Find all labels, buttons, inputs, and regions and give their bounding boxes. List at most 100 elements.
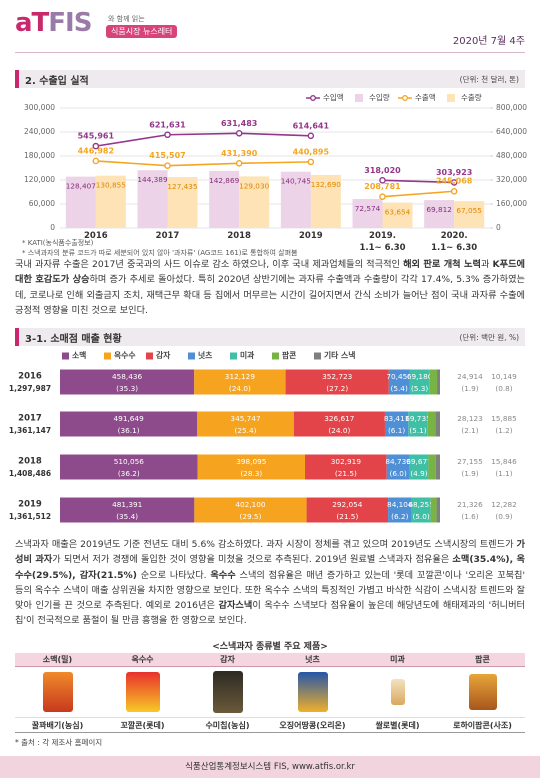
table-header: 옥수수: [100, 653, 185, 667]
paragraph: 스낵과자 매출은 2019년도 기준 전년도 대비 5.6% 감소하였다. 과자…: [15, 537, 525, 629]
y-tick-label: 0: [50, 223, 55, 232]
segment-value-label: 68,255: [408, 500, 434, 509]
legend-label: 미과: [240, 350, 255, 360]
product-name: 꼬깔콘(롯데): [100, 717, 185, 733]
row-label: 2018: [18, 457, 42, 467]
legend-marker: [310, 95, 316, 101]
bar-value-label: 144,389: [137, 175, 168, 184]
segment-value-label: 27,155: [457, 457, 483, 466]
bar: [352, 198, 383, 228]
segment-value-label: 458,436: [112, 372, 143, 381]
divider: [15, 52, 525, 53]
bar-value-label: 67,055: [456, 206, 482, 215]
legend-label: 수입액: [323, 92, 344, 102]
line-value-label: 245,068: [436, 177, 473, 186]
bar-value-label: 127,435: [167, 182, 197, 191]
x-tick-label: 2019: [298, 231, 323, 241]
line-marker: [164, 162, 171, 169]
legend-label: 팝콘: [282, 350, 296, 360]
product-table: 소맥(밀) 옥수수 감자 넛츠 미과 팝콘 꿀꽈배기(농심) 꼬깔콘(롯데) 수…: [15, 653, 525, 733]
row-total: 1,361,512: [9, 512, 51, 521]
legend-label: 기타 스낵: [324, 350, 355, 360]
bar-segment: [60, 411, 198, 437]
segment-value-label: 70,450: [386, 372, 412, 381]
line-value-label: 303,923: [436, 168, 472, 177]
segment-share-label: (1.9): [461, 384, 478, 393]
line: [95, 132, 311, 147]
y-tick-label: 300,000: [24, 103, 55, 112]
segment-share-label: (1.2): [495, 426, 512, 435]
table-header: 팝콘: [440, 653, 525, 667]
y2-tick-label: 320,000: [496, 175, 527, 184]
text-run: 감자스낵: [218, 600, 253, 612]
line-value-label: 631,483: [221, 119, 257, 128]
bar: [137, 170, 168, 228]
x-tick-label: 2019. 1.1~ 6.30: [359, 231, 406, 253]
y2-tick-label: 160,000: [496, 199, 527, 208]
segment-share-label: (24.0): [328, 426, 350, 435]
bar: [167, 177, 198, 228]
segment-value-label: 15,846: [491, 457, 517, 466]
bar-segment: [435, 454, 441, 480]
line: [382, 179, 455, 184]
line-marker: [235, 129, 243, 137]
segment-value-label: 83,411: [384, 414, 410, 423]
text-run: K푸드에 대한 호감도가 상승: [15, 259, 525, 286]
segment-share-label: (36.2): [118, 469, 140, 478]
product-image: [125, 672, 160, 712]
section-header: 2. 수출입 실적 (단위: 천 달러, 톤): [15, 70, 525, 88]
text-run: 가성비 과자: [15, 539, 525, 566]
legend-label: 옥수수: [114, 350, 136, 360]
section-title: 2. 수출입 실적: [25, 76, 89, 87]
y2-tick-label: 0: [496, 223, 501, 232]
product-image-cell: [440, 667, 525, 718]
segment-share-label: (2.1): [461, 426, 478, 435]
issue-date: 2020년 7월 4주: [452, 36, 525, 47]
segment-share-label: (27.2): [326, 384, 348, 393]
product-image: [468, 674, 497, 710]
bar: [454, 201, 485, 228]
product-image-cell: [15, 667, 100, 718]
legend-label: 소맥: [72, 350, 86, 360]
newsletter-badge: 식품시장 뉴스레터: [106, 25, 178, 38]
line-value-label: 446,982: [78, 146, 114, 155]
bar-segment: [436, 497, 440, 523]
bar-value-label: 130,855: [96, 181, 126, 190]
line-marker: [307, 132, 315, 140]
legend-marker: [402, 95, 408, 101]
logo: aTFIS: [15, 8, 92, 38]
product-name: 오징어땅콩(오리온): [270, 717, 355, 733]
y-tick-label: 240,000: [24, 127, 55, 136]
text-run: 순으로 나타났다.: [136, 569, 211, 581]
segment-value-label: 84,739: [385, 457, 411, 466]
product-image-cell: [355, 667, 440, 718]
segment-value-label: 326,617: [324, 414, 355, 423]
bar-segment: [386, 454, 410, 480]
bar-segment: [194, 369, 286, 395]
segment-share-label: (21.5): [336, 512, 358, 521]
line-value-label: 545,961: [78, 132, 115, 141]
line-marker: [92, 157, 100, 165]
x-tick-label: 2020. 1.1~ 6.30: [431, 231, 478, 253]
segment-share-label: (5.0): [412, 512, 429, 521]
y-tick-label: 120,000: [24, 175, 55, 184]
text-run: 가 되면서 저가 경쟁에 돌입한 것이 영향을 미쳤을 것으로 추측된다. 20…: [52, 554, 453, 566]
section-title: 3-1. 소매점 매출 현황: [25, 334, 122, 345]
bar-segment: [60, 369, 195, 395]
segment-share-label: (4.9): [410, 469, 427, 478]
legend-swatch: [188, 352, 195, 360]
segment-share-label: (5.1): [409, 426, 426, 435]
bar-segment: [388, 497, 412, 523]
segment-value-label: 491,649: [114, 414, 145, 423]
bar-segment: [305, 454, 387, 480]
text-run: 스낵의 점유율은 매년 증가하고 있는데 '롯데 꼬깔콘'이나 '오리온 꼬북칩…: [15, 569, 525, 612]
bar-value-label: 128,407: [66, 182, 97, 191]
segment-share-label: (1.1): [495, 469, 512, 478]
bar: [310, 174, 341, 228]
tagline: 와 함께 읽는: [108, 15, 145, 23]
bar-value-label: 142,869: [209, 176, 240, 185]
segment-value-label: 69,735: [405, 414, 431, 423]
y2-tick-label: 640,000: [496, 127, 527, 136]
bar-segment: [293, 411, 385, 437]
